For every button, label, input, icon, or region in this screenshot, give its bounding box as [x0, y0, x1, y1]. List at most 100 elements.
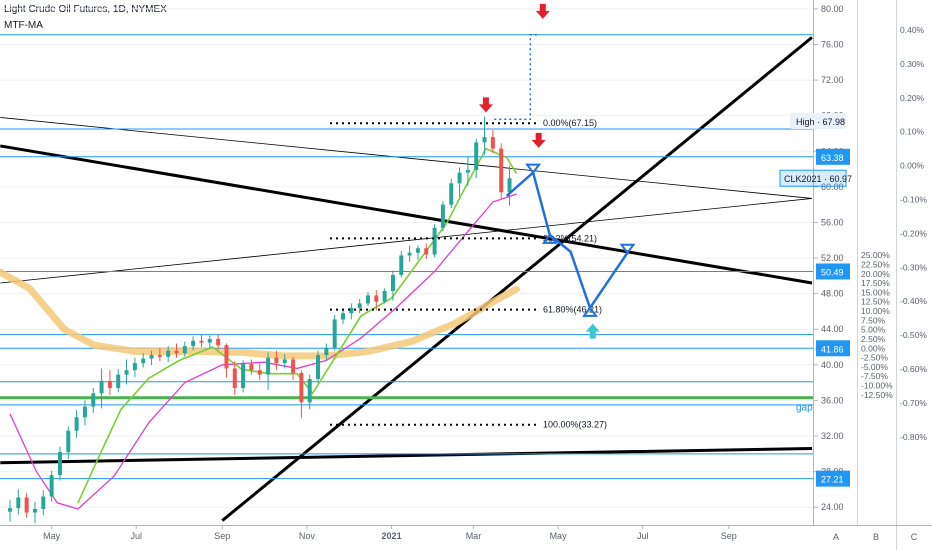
time-tick-label: Sep [214, 531, 230, 541]
projection-arrowhead [525, 163, 542, 175]
candle-body [465, 169, 470, 173]
trendline [0, 446, 813, 465]
candle-body [382, 290, 387, 302]
fib-label: 100.00%(33.27) [543, 420, 607, 430]
time-tick-label: 2021 [382, 531, 402, 541]
high-tag-label: High · 67.98 [796, 117, 845, 127]
trendline [0, 117, 813, 199]
time-tick-label: May [43, 531, 61, 541]
level-tag-label: 50.49 [821, 267, 844, 277]
price-tick-label: 32.00 [821, 431, 844, 441]
candle-body [191, 340, 196, 347]
grid [0, 8, 813, 508]
current-tag-bg [780, 170, 846, 187]
candle-body [299, 372, 304, 403]
candle-body [74, 417, 79, 431]
candle-body [41, 496, 46, 509]
price-tick-label: 80.00 [821, 4, 844, 14]
candle-body [199, 340, 204, 343]
candle-body [8, 508, 12, 512]
candle-body [440, 204, 445, 228]
pane-tick-label: -0.80% [900, 432, 927, 442]
fib-label: 0.00%(67.15) [543, 118, 597, 128]
ma-long-line [0, 268, 520, 360]
candle-body [257, 370, 262, 375]
candles [8, 116, 512, 524]
candle-body [482, 137, 487, 143]
price-tags: High · 67.98 63.38 CLK2021 · 60.97 50.49 41.… [779, 113, 852, 487]
candle-body [507, 178, 512, 193]
candle-body [390, 274, 395, 291]
candle-body [24, 497, 29, 513]
candle-body [399, 255, 404, 275]
candle-body [374, 295, 379, 302]
candle-body [357, 303, 362, 308]
percent-tick-label: 5.00% [861, 325, 886, 335]
candle-body [182, 346, 187, 354]
percent-tick-label: -5.00% [861, 362, 888, 372]
candle-body [324, 347, 329, 356]
percent-tick-label: 0.00% [861, 343, 886, 353]
candle-body [449, 183, 454, 205]
pane-tick-label: -0.20% [900, 228, 927, 238]
percent-tick-label: -10.00% [861, 381, 893, 391]
up-arrow-icon [585, 323, 600, 339]
projection-drawings: gap [478, 3, 813, 414]
percent-tick-label: 20.00% [861, 269, 890, 279]
percent-tick-label: -12.50% [861, 390, 893, 400]
scale-button-b[interactable]: B [873, 532, 879, 542]
candle-body [149, 355, 154, 359]
level-tag-bg [816, 263, 850, 280]
pane-tick-label: -0.40% [900, 296, 927, 306]
candle-body [266, 357, 271, 375]
high-tag-bg [790, 113, 846, 130]
candle-body [365, 295, 370, 304]
candle-body [407, 252, 412, 256]
candle-body [241, 363, 246, 388]
trendline [0, 198, 813, 284]
candle-body [141, 358, 146, 364]
candle-body [82, 406, 87, 418]
chart-title: Light Crude Oil Futures, 1D, NYMEX [4, 4, 167, 15]
percent-tick-label: 25.00% [861, 250, 890, 260]
percent-tick-label: -2.50% [861, 353, 888, 363]
candle-body [415, 248, 420, 253]
price-tick-label: 40.00 [821, 360, 844, 370]
down-arrow-icon [531, 132, 546, 148]
price-tick-label: 72.00 [821, 75, 844, 85]
level-tag-bg [816, 340, 850, 357]
candle-body [116, 374, 121, 388]
percent-tick-label: 22.50% [861, 259, 890, 269]
price-tick-label: 56.00 [821, 217, 844, 227]
price-tick-label: 76.00 [821, 39, 844, 49]
current-tag-border [779, 169, 847, 187]
pane-tick-label: -0.60% [900, 364, 927, 374]
candle-body [291, 359, 296, 373]
level-tag-bg [816, 470, 850, 487]
price-tick-label: 48.00 [821, 289, 844, 299]
candle-body [249, 363, 254, 371]
candle-body [132, 363, 137, 371]
candle-body [107, 380, 112, 388]
pane-tick-label: 0.30% [900, 59, 925, 69]
pane-tick-label: 0.40% [900, 25, 925, 35]
trendlines [0, 36, 813, 522]
pane-tick-label: -0.30% [900, 262, 927, 272]
scale-button-c[interactable]: C [911, 532, 918, 542]
candle-body [341, 313, 346, 320]
price-tick-label: 44.00 [821, 324, 844, 334]
candle-body [16, 497, 21, 509]
pane-tick-label: -0.50% [900, 330, 927, 340]
percent-tick-label: 17.50% [861, 278, 890, 288]
candle-body [32, 508, 37, 513]
down-arrow-icon [478, 97, 493, 113]
scale-button-a[interactable]: A [833, 532, 839, 542]
projection-arrowhead [619, 243, 636, 255]
pane-tick-label: -0.10% [900, 195, 927, 205]
trendline [221, 36, 813, 522]
down-arrow-icon [535, 3, 550, 19]
candle-body [99, 380, 104, 394]
candle-body [282, 359, 287, 364]
level-tag-label: 41.86 [821, 344, 844, 354]
